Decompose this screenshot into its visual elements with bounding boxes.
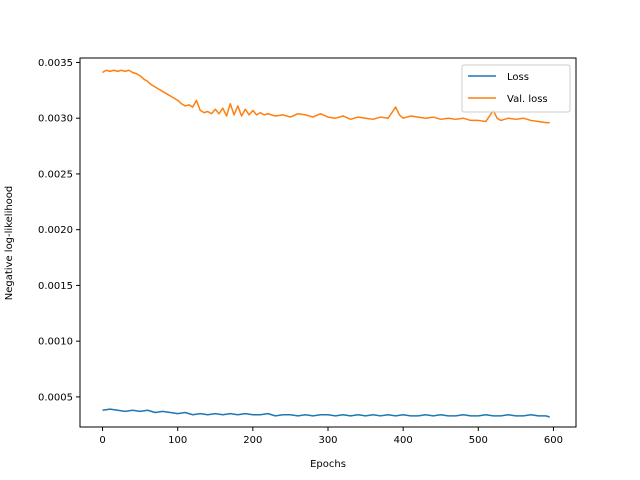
x-axis-ticks: 0 100 200 300 400 500 600 (99, 427, 563, 446)
plot-frame (79, 57, 577, 428)
x-axis-label: Epochs (310, 459, 346, 470)
y-axis-ticks: 0.0005 0.0010 0.0015 0.0020 0.0025 0.0030 0.00… (38, 58, 80, 403)
y-tick-label: 0.0030 (38, 114, 73, 125)
legend-label-val-loss: Val. loss (507, 94, 548, 105)
series-line-loss (102, 408, 550, 418)
x-tick-label: 600 (544, 435, 563, 446)
y-axis-label: Negative log-likelihood (4, 186, 15, 301)
legend-label-loss: Loss (507, 72, 529, 83)
x-tick-label: 500 (469, 435, 488, 446)
x-tick-label: 400 (394, 435, 413, 446)
series-layer (102, 69, 550, 418)
plot-area (80, 58, 576, 427)
x-tick-label: 100 (168, 435, 187, 446)
x-tick-label: 200 (243, 435, 262, 446)
y-tick-label: 0.0035 (38, 58, 73, 69)
y-tick-label: 0.0010 (38, 337, 73, 348)
series-line-val-loss (102, 69, 550, 124)
legend: Loss Val. loss (461, 64, 571, 113)
y-tick-label: 0.0015 (38, 281, 73, 292)
y-tick-label: 0.0020 (38, 225, 73, 236)
x-tick-label: 300 (318, 435, 337, 446)
y-tick-label: 0.0005 (38, 392, 73, 403)
x-tick-label: 0 (99, 435, 105, 446)
y-tick-label: 0.0025 (38, 169, 73, 180)
